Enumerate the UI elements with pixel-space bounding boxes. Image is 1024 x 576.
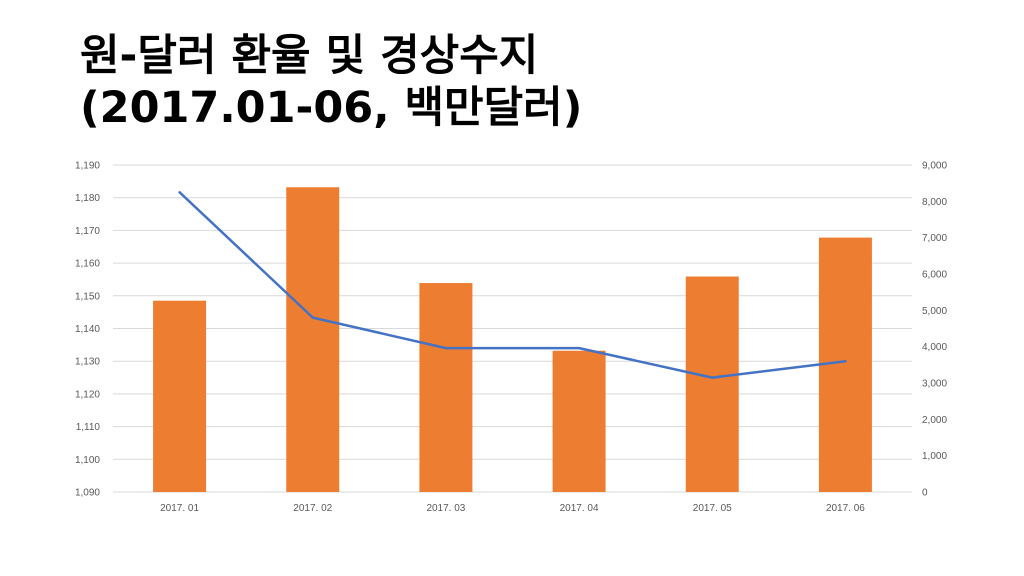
right-tick-label: 9,000 [922,161,947,172]
left-tick-label: 1,100 [75,455,100,466]
category-label: 2017. 02 [293,503,332,514]
title-line-2: (2017.01-06, 백만달러) [80,83,583,133]
x-axis: 2017. 01 2017. 02 2017. 03 2017. 04 2017. 05… [160,503,865,514]
line-point [179,191,181,193]
category-label: 2017. 01 [160,503,199,514]
line-point [578,347,580,349]
line-point [711,377,713,379]
category-label: 2017. 06 [826,503,865,514]
slide-title: 원-달러 환율 및 경상수지 (2017.01-06, 백만달러) [80,30,582,134]
category-label: 2017. 05 [693,503,732,514]
bar [153,300,207,492]
left-tick-label: 1,170 [75,226,100,237]
bar-series [153,187,872,492]
left-tick-label: 1,120 [75,389,100,400]
left-axis: 1,090 1,100 1,110 1,120 1,130 1,140 1,150 1,160… [75,161,100,499]
line-point [844,360,846,362]
left-tick-label: 1,130 [75,357,100,368]
right-tick-label: 8,000 [922,197,947,208]
right-tick-label: 1,000 [922,451,947,462]
left-tick-label: 1,150 [75,291,100,302]
right-tick-label: 2,000 [922,415,947,426]
right-tick-label: 5,000 [922,306,947,317]
line-point [445,347,447,349]
bar [286,187,340,492]
left-tick-label: 1,190 [75,161,100,172]
series-line [178,191,847,379]
bar [552,350,606,492]
gridlines [113,164,912,493]
left-tick-label: 1,180 [75,193,100,204]
left-tick-label: 1,110 [76,422,101,433]
bar [818,237,872,492]
right-tick-label: 7,000 [922,233,947,244]
right-tick-label: 6,000 [922,270,947,281]
right-axis: 0 1,000 2,000 3,000 4,000 5,000 6,000 7,000 8,00… [922,161,947,499]
bar [685,276,739,492]
left-tick-label: 1,160 [75,259,100,270]
left-tick-label: 1,140 [75,324,100,335]
right-tick-label: 4,000 [922,342,947,353]
left-tick-label: 1,090 [75,488,100,499]
title-line-1: 원-달러 환율 및 경상수지 [80,31,539,81]
category-label: 2017. 04 [560,503,599,514]
right-tick-label: 0 [922,488,928,499]
line-point [312,317,314,319]
line-series [178,191,847,379]
right-tick-label: 3,000 [922,379,947,390]
category-label: 2017. 03 [426,503,465,514]
bar [419,283,473,492]
